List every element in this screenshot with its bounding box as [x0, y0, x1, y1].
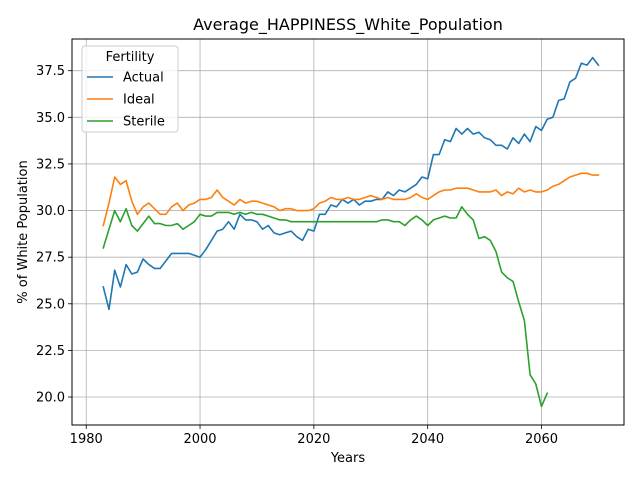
legend-box — [81, 45, 179, 133]
y-tick-label: 35.0 — [36, 111, 65, 126]
y-tick-label: 20.0 — [36, 391, 65, 406]
legend-title: Fertility — [106, 50, 155, 65]
x-tick-label: 2020 — [297, 432, 330, 447]
plot-frame — [71, 38, 625, 426]
y-tick-label: 37.5 — [36, 64, 65, 79]
series-layer — [102, 56, 600, 408]
x-axis: 1980 2000 2020 2040 2060 — [70, 425, 558, 447]
legend-label-ideal: Ideal — [123, 93, 155, 108]
y-axis-label: % of White Population — [16, 160, 31, 303]
y-tick-label: 30.0 — [36, 204, 65, 219]
series-line-sterile — [102, 206, 549, 408]
series-line-actual — [102, 56, 600, 311]
x-tick-label: 2040 — [411, 432, 444, 447]
x-tick-label: 2060 — [525, 432, 558, 447]
x-axis-label: Years — [330, 451, 366, 466]
legend-label-actual: Actual — [123, 71, 164, 86]
y-axis: 20.0 22.5 25.0 27.5 30.0 32.5 35.0 37.5 — [36, 64, 72, 406]
series-line-ideal — [102, 172, 600, 227]
y-tick-label: 32.5 — [36, 157, 65, 172]
grid-lines — [72, 39, 624, 425]
legend: Fertility Actual Ideal Sterile — [81, 45, 179, 133]
x-tick-label: 2000 — [183, 432, 216, 447]
legend-label-sterile: Sterile — [123, 115, 165, 130]
x-tick-label: 1980 — [70, 432, 103, 447]
y-tick-label: 25.0 — [36, 297, 65, 312]
chart-title: Average_HAPPINESS_White_Population — [193, 15, 503, 35]
y-tick-label: 27.5 — [36, 251, 65, 266]
y-tick-label: 22.5 — [36, 344, 65, 359]
